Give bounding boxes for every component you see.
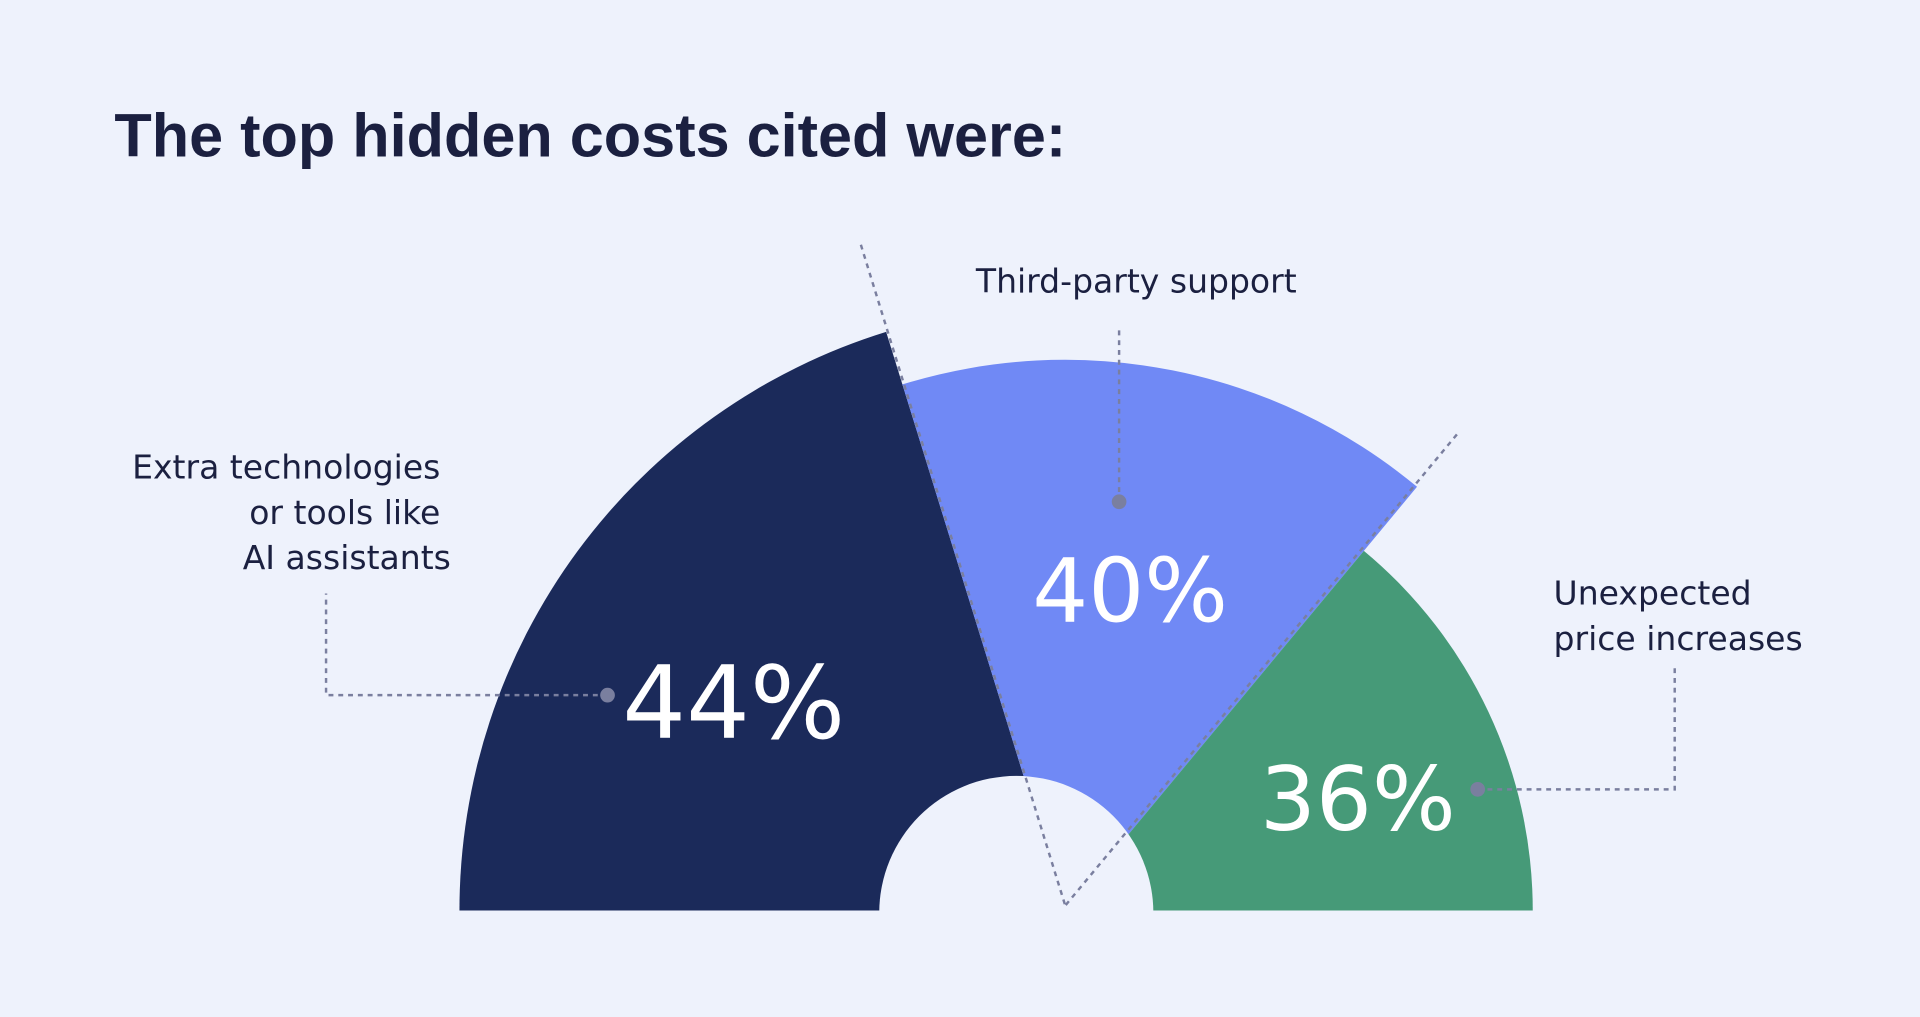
data-label-36: 36% — [1260, 748, 1456, 851]
leader-line-right — [1477, 666, 1676, 791]
wedge-40 — [902, 359, 1418, 911]
label-price-increases: Unexpected price increases — [1554, 574, 1803, 658]
chart-title: The top hidden costs cited were: — [114, 102, 1066, 170]
wedges — [459, 331, 1533, 911]
wedge-44 — [459, 331, 1066, 911]
label-third-party: Third-party support — [975, 261, 1297, 300]
label-extra-tech: Extra technologies or tools like AI assi… — [132, 448, 451, 578]
leader-dot-left — [600, 687, 615, 703]
leader-dot-right — [1470, 782, 1486, 797]
baseline-mask — [367, 910, 1592, 984]
data-label-44: 44% — [622, 645, 845, 762]
data-label-40: 40% — [1032, 540, 1228, 643]
wedge-36 — [1065, 550, 1533, 911]
leader-dot-middle — [1111, 494, 1127, 510]
separator-line-1 — [859, 244, 1067, 906]
separator-line-2 — [1064, 433, 1458, 907]
